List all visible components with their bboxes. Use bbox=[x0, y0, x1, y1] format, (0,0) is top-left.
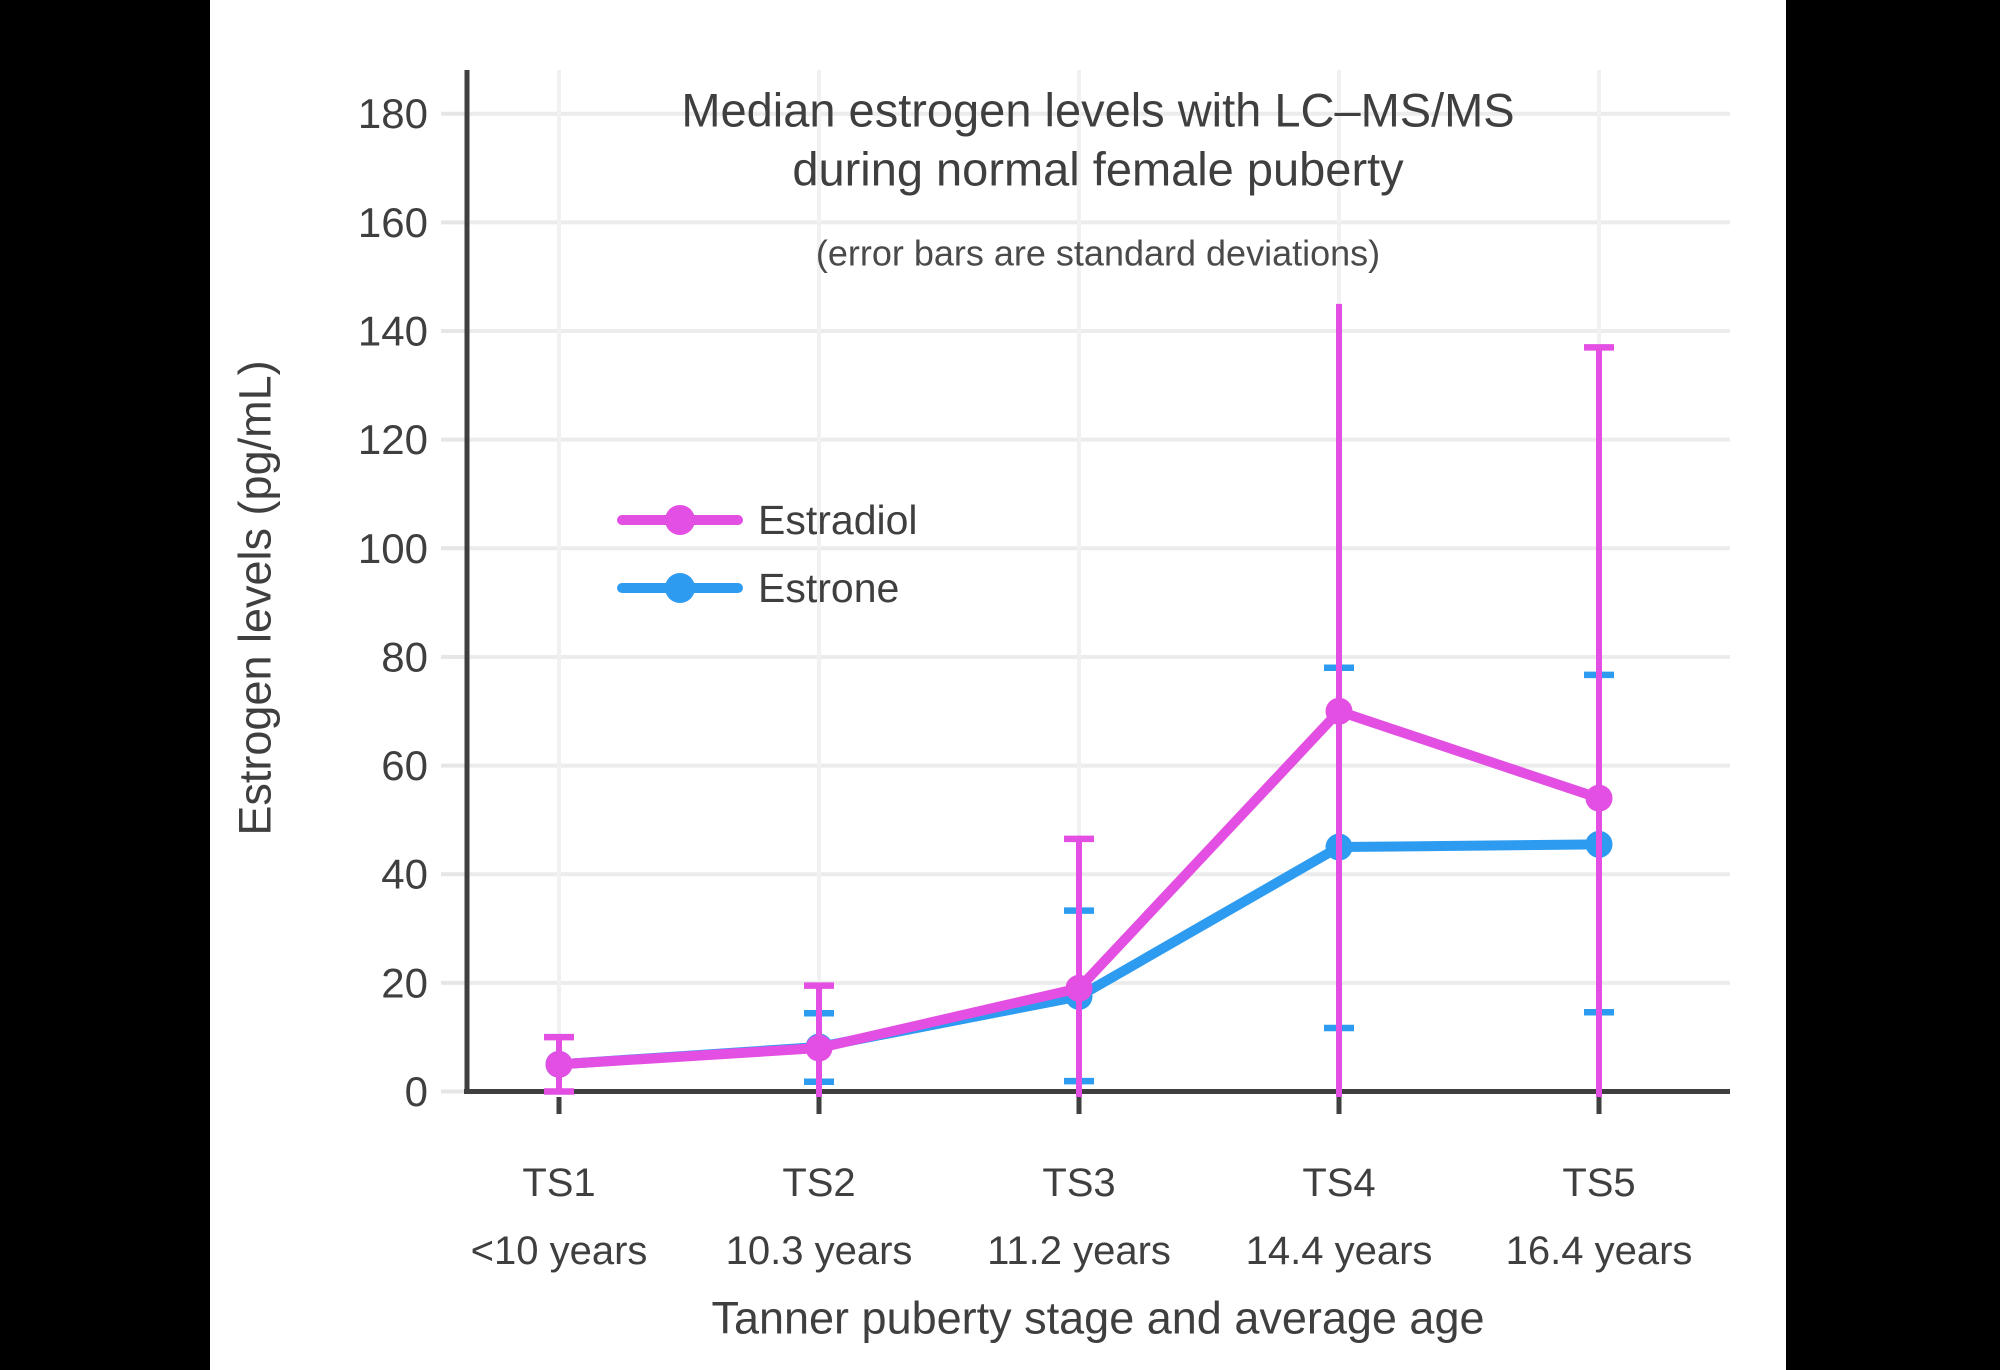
x-tick-label-ts3: TS3 bbox=[1042, 1161, 1115, 1205]
chart-title-line1: Median estrogen levels with LC–MS/MS bbox=[681, 84, 1514, 137]
point-estradiol-ts5[interactable] bbox=[1585, 784, 1613, 812]
x-age-label-ts4: 14.4 years bbox=[1246, 1229, 1433, 1273]
point-estradiol-ts3[interactable] bbox=[1065, 974, 1093, 1002]
y-tick-label-180: 180 bbox=[358, 90, 428, 137]
y-tick-label-80: 80 bbox=[381, 633, 428, 680]
y-tick-label-40: 40 bbox=[381, 851, 428, 898]
x-age-label-ts1: <10 years bbox=[471, 1229, 648, 1273]
chart-subtitle: (error bars are standard deviations) bbox=[816, 233, 1380, 274]
x-age-label-ts5: 16.4 years bbox=[1506, 1229, 1693, 1273]
point-estradiol-ts1[interactable] bbox=[545, 1050, 573, 1078]
axes bbox=[464, 70, 1730, 1094]
legend-item-estradiol[interactable]: Estradiol bbox=[617, 497, 918, 543]
y-tick-label-160: 160 bbox=[358, 199, 428, 246]
x-age-label-ts2: 10.3 years bbox=[726, 1229, 913, 1273]
legend-label-estrone: Estrone bbox=[758, 565, 899, 611]
y-tick-label-120: 120 bbox=[358, 416, 428, 463]
y-axis-ticks: 0 20 40 60 80 100 120 140 160 180 bbox=[358, 90, 466, 1115]
chart-title-line2: during normal female puberty bbox=[792, 143, 1404, 196]
y-tick-label-140: 140 bbox=[358, 308, 428, 355]
point-estradiol-ts2[interactable] bbox=[805, 1034, 833, 1062]
x-tick-label-ts2: TS2 bbox=[782, 1161, 855, 1205]
y-tick-label-100: 100 bbox=[358, 525, 428, 572]
y-tick-label-20: 20 bbox=[381, 959, 428, 1006]
y-tick-label-60: 60 bbox=[381, 742, 428, 789]
x-axis-title: Tanner puberty stage and average age bbox=[711, 1293, 1484, 1344]
legend-marker-estradiol bbox=[665, 505, 695, 535]
x-axis-ticks: TS1 <10 years TS2 10.3 years TS3 11.2 years TS… bbox=[471, 1097, 1693, 1273]
x-tick-label-ts4: TS4 bbox=[1302, 1161, 1375, 1205]
point-estradiol-ts4[interactable] bbox=[1325, 697, 1353, 725]
x-age-label-ts3: 11.2 years bbox=[987, 1229, 1171, 1273]
legend: Estradiol Estrone bbox=[617, 497, 918, 611]
y-axis-title: Estrogen levels (pg/mL) bbox=[230, 360, 281, 835]
chart-panel bbox=[210, 0, 1786, 1370]
data-series bbox=[544, 303, 1614, 1097]
x-tick-label-ts1: TS1 bbox=[522, 1161, 595, 1205]
legend-label-estradiol: Estradiol bbox=[758, 497, 918, 543]
legend-item-estrone[interactable]: Estrone bbox=[617, 565, 899, 611]
x-tick-label-ts5: TS5 bbox=[1562, 1161, 1635, 1205]
legend-marker-estrone bbox=[665, 573, 695, 603]
y-tick-label-0: 0 bbox=[405, 1068, 428, 1115]
series-estradiol bbox=[544, 303, 1614, 1097]
